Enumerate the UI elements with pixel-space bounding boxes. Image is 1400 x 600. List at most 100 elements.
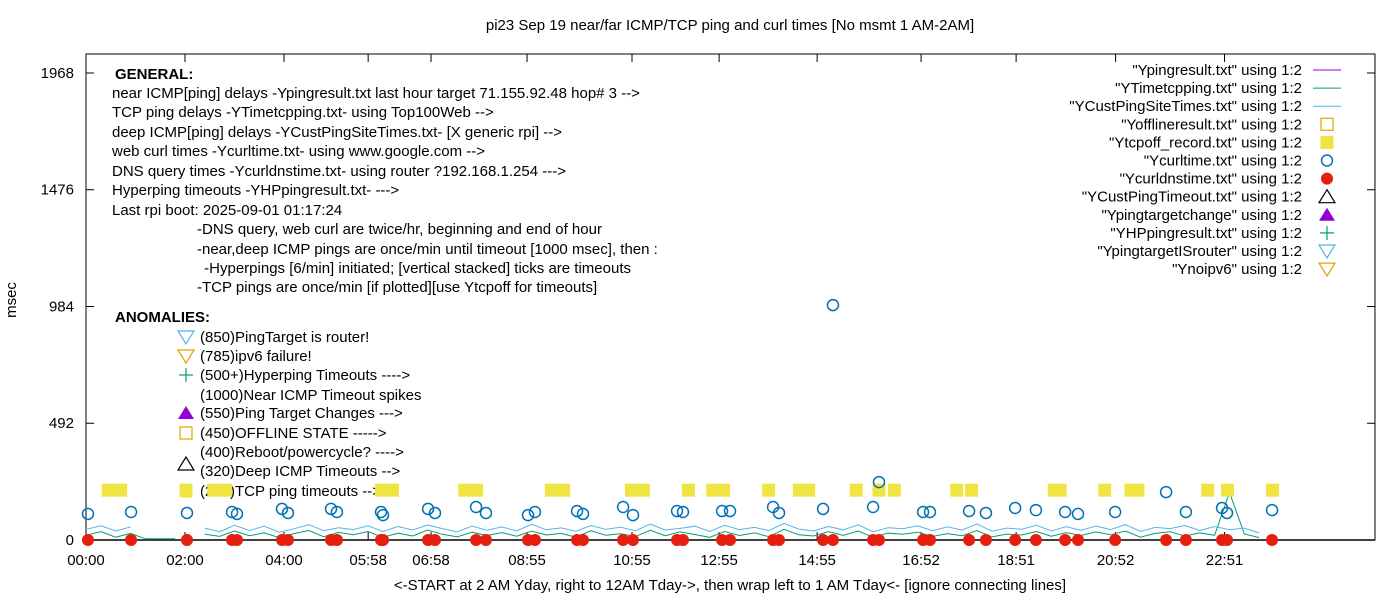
circle-marker xyxy=(670,504,684,518)
anomaly-label: (450)OFFLINE STATE -----> xyxy=(200,425,387,442)
data-point xyxy=(81,534,94,546)
dot-marker xyxy=(617,534,630,546)
x-tick-label: 10:55 xyxy=(613,552,651,569)
circle-marker xyxy=(330,505,344,519)
legend-label: "YCustPingSiteTimes.txt" using 1:2 xyxy=(1069,98,1302,115)
legend-label: "YTimetcpping.txt" using 1:2 xyxy=(1115,80,1302,97)
dot-marker xyxy=(923,534,936,546)
circle-marker xyxy=(872,475,886,489)
square-marker xyxy=(1098,483,1112,497)
circle-marker xyxy=(124,505,138,519)
square-marker xyxy=(1201,483,1215,497)
data-point xyxy=(1008,501,1022,515)
square-marker xyxy=(375,483,389,497)
general-line: Hyperping timeouts -YHPpingresult.txt- -… xyxy=(112,182,399,199)
data-point xyxy=(802,483,816,497)
general-line: web curl times -Ycurltime.txt- using www… xyxy=(111,143,485,160)
square-marker xyxy=(207,483,221,497)
note-line: -near,deep ICMP pings are once/min until… xyxy=(197,241,658,258)
data-point xyxy=(873,534,886,546)
anomaly-list: (850)PingTarget is router! (785)ipv6 fail… xyxy=(176,329,421,500)
dot-marker xyxy=(330,534,343,546)
y-tick-label: 0 xyxy=(66,532,74,549)
circle-marker xyxy=(1029,503,1043,517)
circle-marker xyxy=(1108,505,1122,519)
data-point xyxy=(1109,534,1122,546)
data-point xyxy=(950,483,964,497)
x-tick-label: 12:55 xyxy=(700,552,738,569)
legend-symbol-icon xyxy=(1317,188,1337,204)
circle-marker xyxy=(374,505,388,519)
square-marker xyxy=(624,483,638,497)
data-point xyxy=(626,534,639,546)
square-marker xyxy=(1320,117,1334,131)
x-tick-label: 06:58 xyxy=(412,552,450,569)
data-point xyxy=(963,534,976,546)
x-tick-label: 14:55 xyxy=(798,552,836,569)
legend-label: "Ypingresult.txt" using 1:2 xyxy=(1132,62,1302,79)
square-marker xyxy=(887,483,901,497)
general-line: Last rpi boot: 2025-09-01 01:17:24 xyxy=(112,202,342,219)
y-tick-label: 1968 xyxy=(41,65,74,82)
dot-marker xyxy=(1179,534,1192,546)
dot-marker xyxy=(180,534,193,546)
dot-marker xyxy=(1071,534,1084,546)
data-point xyxy=(576,507,590,521)
circle-marker xyxy=(1058,505,1072,519)
y-axis-label: msec xyxy=(3,282,20,318)
square-marker xyxy=(965,483,979,497)
dot-marker xyxy=(1321,172,1333,185)
triangle-down-marker xyxy=(1317,262,1337,278)
square-marker xyxy=(636,483,650,497)
legend-label: "Ynoipv6" using 1:2 xyxy=(1172,261,1302,278)
data-point xyxy=(616,500,630,514)
data-point xyxy=(180,506,194,520)
data-point xyxy=(1179,505,1193,519)
data-point xyxy=(544,483,558,497)
dot-marker xyxy=(773,534,786,546)
square-marker xyxy=(1320,135,1334,149)
data-point xyxy=(470,483,484,497)
dot-marker xyxy=(817,534,830,546)
data-point xyxy=(962,504,976,518)
circle-marker xyxy=(421,502,435,516)
data-point xyxy=(1071,507,1085,521)
triangle-up-marker xyxy=(178,406,194,419)
data-point xyxy=(979,506,993,520)
data-point xyxy=(81,507,95,521)
dot-marker xyxy=(1059,534,1072,546)
circle-marker xyxy=(469,500,483,514)
x-axis-label: <-START at 2 AM Yday, right to 12AM Tday… xyxy=(394,577,1066,594)
legend-symbol-icon xyxy=(1319,207,1335,221)
data-point xyxy=(101,483,115,497)
x-tick-label: 04:00 xyxy=(265,552,303,569)
square-marker xyxy=(1131,483,1145,497)
data-point xyxy=(676,505,690,519)
data-point xyxy=(849,483,863,497)
data-point xyxy=(1160,534,1173,546)
legend-label: "Yofflineresult.txt" using 1:2 xyxy=(1121,116,1302,133)
data-point xyxy=(1265,503,1279,517)
data-point xyxy=(681,483,695,497)
data-point xyxy=(479,506,493,520)
data-point xyxy=(330,505,344,519)
general-line: TCP ping delays -YTimetcpping.txt- using… xyxy=(112,104,494,121)
data-point xyxy=(207,483,221,497)
legend-label: "YHPpingresult.txt" using 1:2 xyxy=(1110,225,1302,242)
square-marker xyxy=(179,426,193,440)
data-point xyxy=(762,483,776,497)
data-point xyxy=(816,502,830,516)
triangle-up-marker xyxy=(176,455,196,471)
dot-marker xyxy=(125,534,138,546)
square-marker xyxy=(950,483,964,497)
axes: 0 492 984 1476 1968 00:00 02:00 04:00 05:58 06:58… xyxy=(41,53,1376,569)
data-point xyxy=(557,483,571,497)
triangle-down-marker xyxy=(176,349,196,365)
data-point xyxy=(114,483,128,497)
data-point xyxy=(428,534,441,546)
circle-marker xyxy=(1071,507,1085,521)
note-line: -DNS query, web curl are twice/hr, begin… xyxy=(197,221,602,238)
circle-marker xyxy=(81,507,95,521)
square-marker xyxy=(762,483,776,497)
